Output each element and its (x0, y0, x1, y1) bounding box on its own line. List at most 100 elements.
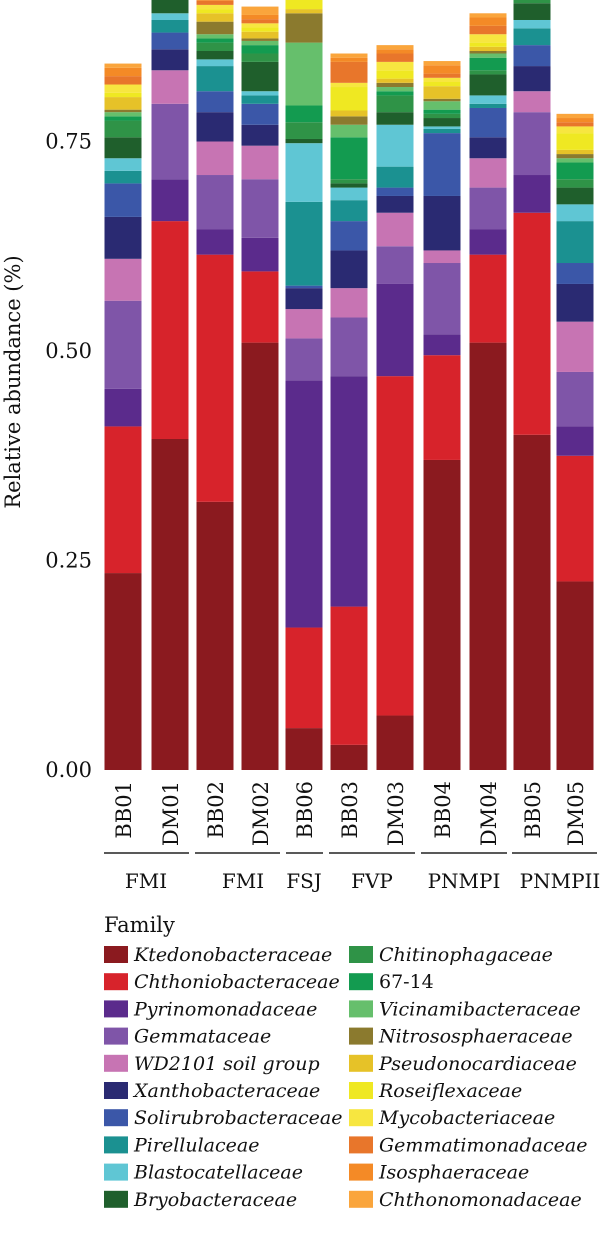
legend-swatch (104, 1054, 128, 1072)
bar-segment (104, 109, 142, 113)
bar-segment (556, 371, 594, 427)
bar-segment (151, 438, 189, 770)
bar-segment (469, 254, 507, 343)
bar-segment (423, 73, 461, 78)
bar-segment (104, 92, 142, 98)
bar-segment (241, 91, 279, 96)
bar-segment (330, 250, 368, 289)
bar-segment (151, 179, 189, 222)
bar-segment (330, 53, 368, 58)
bar-segment (196, 229, 234, 255)
legend-label: Chthoniobacteraceae (134, 971, 340, 993)
bar-segment (285, 288, 323, 310)
bar-segment (469, 187, 507, 230)
bar-segment (330, 376, 368, 607)
bar-segment (423, 101, 461, 110)
legend-label: Ktedonobacteraceae (133, 944, 332, 966)
group-axis: FMI FMI FSJ FVP PNMPI PNMPII (104, 852, 600, 893)
bar-segment (556, 149, 594, 155)
bar-segment (196, 4, 234, 10)
x-tick-label: BB03 (338, 781, 362, 839)
bar-segment (285, 380, 323, 628)
bar-segment (196, 66, 234, 92)
bar-segment (469, 74, 507, 96)
bar-segment (556, 321, 594, 372)
bar-segment (376, 212, 414, 247)
bar-segment (330, 87, 368, 111)
bar-segment (196, 141, 234, 176)
bar-segment (151, 32, 189, 50)
bar-segment (423, 86, 461, 99)
legend-swatch (349, 973, 373, 991)
legend-label: Xanthobacteraceae (132, 1080, 320, 1102)
y-axis: 0.00 0.25 0.50 0.75 (45, 130, 92, 783)
bar-segment (241, 179, 279, 238)
bar-segment (151, 221, 189, 439)
bar-segment (556, 158, 594, 163)
bar-segment (376, 112, 414, 125)
bar-segment (423, 61, 461, 66)
bar-segment (241, 95, 279, 104)
bar-segment (104, 67, 142, 77)
bar-segment (241, 237, 279, 272)
bar-segment (104, 573, 142, 770)
bar-segment (104, 388, 142, 427)
x-tick-label: BB04 (431, 781, 455, 839)
bar-segment (376, 715, 414, 770)
bar-segment (104, 258, 142, 301)
y-axis-label: Relative abundance (%) (1, 255, 25, 508)
bar-segment (469, 57, 507, 71)
bar-segment (285, 338, 323, 381)
x-tick-label: BB06 (293, 781, 317, 839)
bar-segment (376, 45, 414, 50)
bar-segment (196, 501, 234, 770)
bar-segment (241, 145, 279, 180)
bar-segment (241, 103, 279, 125)
legend-label: Bryobacteraceae (133, 1189, 297, 1211)
legend-label: Gemmatimonadaceae (379, 1134, 587, 1156)
bar-segment (241, 23, 279, 28)
bar-segment (196, 0, 234, 5)
bar-segment (469, 42, 507, 47)
bar-segment (196, 9, 234, 14)
legend-label: Isosphaeraceae (378, 1162, 529, 1184)
x-tick-label: DM04 (477, 781, 501, 846)
bar-segment (556, 455, 594, 582)
bar-segment (556, 133, 594, 150)
legend-label: Mycobacteriaceae (378, 1107, 555, 1129)
bar-segment (423, 118, 461, 127)
legend-swatch (104, 1082, 128, 1099)
bar-segment (196, 175, 234, 230)
bar-segment (513, 175, 551, 213)
bar-segment (556, 221, 594, 264)
bar-segment (241, 271, 279, 343)
bar-segment (241, 61, 279, 92)
y-tick-label: 0.25 (45, 549, 92, 573)
legend-swatch (104, 1136, 128, 1154)
legend-swatch (349, 946, 373, 963)
bar-segment (376, 91, 414, 96)
bar-segment (196, 50, 234, 60)
bar-segment (423, 459, 461, 770)
bar-segment (556, 187, 594, 205)
bar-segment (285, 122, 323, 139)
bar-segment (469, 137, 507, 159)
bar-segment (196, 0, 234, 1)
bar-segment (330, 606, 368, 745)
bar-segment (151, 70, 189, 104)
bar-segment (376, 166, 414, 188)
legend: Family Ktedonobacteraceae Chthoniobactera… (104, 913, 587, 1211)
bar-segment (285, 13, 323, 43)
x-tick-label: DM02 (249, 781, 273, 846)
bar-segment (423, 77, 461, 83)
bar-segment (285, 0, 323, 10)
bar-segment (423, 355, 461, 460)
bar-segment (376, 376, 414, 716)
bar-segment (196, 34, 234, 39)
bar-segment (151, 19, 189, 33)
bar-segment (104, 300, 142, 389)
legend-swatch (349, 1190, 373, 1208)
bar-segment (104, 76, 142, 85)
bar-segment (241, 27, 279, 32)
